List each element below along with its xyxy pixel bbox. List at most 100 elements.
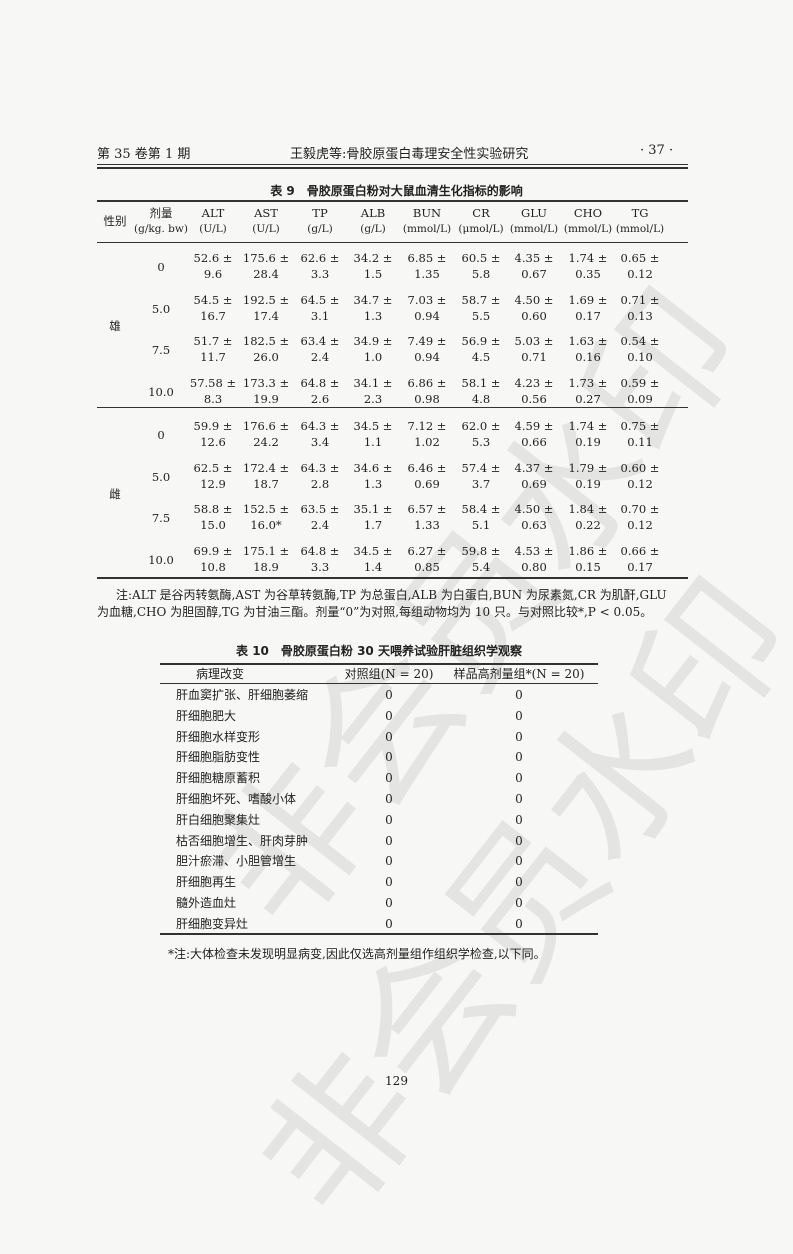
sd-value: 0.17 xyxy=(627,559,653,574)
table-rule xyxy=(97,200,688,202)
mean-value: 69.9 ± xyxy=(193,543,233,558)
high-dose-count: 0 xyxy=(515,854,523,869)
pathology-label: 肝细胞再生 xyxy=(176,875,237,890)
mean-value: 1.74 ± xyxy=(568,251,608,265)
sd-value: 0.11 xyxy=(627,435,653,449)
mean-value: 0.71 ± xyxy=(620,292,660,307)
sd-value: 15.0 xyxy=(200,518,226,532)
mean-value: 59.8 ± xyxy=(461,543,501,558)
mean-value: 52.6 ± xyxy=(193,251,233,265)
sd-value: 0.19 xyxy=(575,435,601,449)
column-unit: (μmol/L) xyxy=(458,223,504,235)
mean-value: 51.7 ± xyxy=(193,334,233,348)
mean-value: 172.4 ± xyxy=(242,460,290,475)
control-count: 0 xyxy=(385,916,393,931)
sd-value: 5.8 xyxy=(471,267,491,281)
mean-value: 7.03 ± xyxy=(407,292,447,307)
mean-value: 34.5 ± xyxy=(353,543,393,558)
high-dose-count: 0 xyxy=(515,875,523,890)
sd-value: 0.69 xyxy=(414,476,440,491)
sd-value: 3.7 xyxy=(471,476,491,491)
column-header: BUN xyxy=(412,206,442,220)
sd-value: 1.7 xyxy=(363,518,383,532)
column-header: ALT xyxy=(201,206,225,220)
mean-value: 1.86 ± xyxy=(568,543,608,558)
sd-value: 0.71 xyxy=(521,350,547,364)
table-rule xyxy=(97,577,688,579)
control-count: 0 xyxy=(385,792,393,806)
sd-value: 1.5 xyxy=(363,267,383,281)
control-count: 0 xyxy=(385,833,393,848)
dose-value: 10.0 xyxy=(148,552,174,567)
pathology-label: 肝细胞水样变形 xyxy=(176,729,261,744)
table-rule xyxy=(160,933,598,935)
table-rule xyxy=(160,663,598,665)
sd-value: 1.02 xyxy=(414,435,440,449)
dose-value: 10.0 xyxy=(148,384,174,399)
sd-value: 4.5 xyxy=(471,350,491,364)
sd-value: 0.10 xyxy=(627,350,653,364)
mean-value: 5.03 ± xyxy=(514,334,554,348)
page-label: · 37 · xyxy=(640,143,674,158)
sd-value: 0.85 xyxy=(414,559,440,574)
mean-value: 0.60 ± xyxy=(620,460,660,475)
table10-title: 表 10 骨胶原蛋白粉 30 天喂养试验肝脏组织学观察 xyxy=(236,644,522,658)
sd-value: 12.9 xyxy=(200,476,226,491)
running-title: 王毅虎等:骨胶原蛋白毒理安全性实验研究 xyxy=(290,147,529,162)
high-dose-count: 0 xyxy=(515,771,523,786)
column-header: 病理改变 xyxy=(195,667,244,681)
high-dose-count: 0 xyxy=(515,750,523,765)
sd-value: 1.4 xyxy=(363,559,383,574)
sd-value: 26.0 xyxy=(253,350,279,364)
sd-value: 9.6 xyxy=(203,267,223,281)
page-number: 129 xyxy=(385,1074,408,1088)
sd-value: 0.63 xyxy=(521,518,547,532)
mean-value: 1.69 ± xyxy=(568,292,608,307)
column-header: TP xyxy=(312,206,328,220)
sd-value: 2.4 xyxy=(310,518,330,532)
column-unit: (mmol/L) xyxy=(563,223,613,235)
control-count: 0 xyxy=(385,729,393,744)
sd-value: 11.7 xyxy=(200,350,226,364)
mean-value: 173.3 ± xyxy=(242,375,290,390)
mean-value: 58.8 ± xyxy=(193,502,233,516)
mean-value: 34.6 ± xyxy=(353,460,393,475)
mean-value: 58.4 ± xyxy=(461,502,501,516)
mean-value: 64.5 ± xyxy=(300,292,340,307)
column-unit: (mmol/L) xyxy=(615,223,665,235)
sd-value: 0.69 xyxy=(521,476,547,491)
sex-label: 雌 xyxy=(109,487,121,501)
sd-value: 5.3 xyxy=(471,435,491,449)
mean-value: 4.59 ± xyxy=(514,419,554,433)
sd-value: 2.4 xyxy=(310,350,330,364)
sd-value: 18.7 xyxy=(253,476,279,491)
mean-value: 64.8 ± xyxy=(300,543,340,558)
high-dose-count: 0 xyxy=(515,812,523,827)
high-dose-count: 0 xyxy=(515,708,523,723)
pathology-label: 肝细胞糖原蓄积 xyxy=(176,771,261,786)
pathology-label: 肝白细胞聚集灶 xyxy=(176,812,261,827)
mean-value: 175.6 ± xyxy=(242,251,290,265)
mean-value: 4.50 ± xyxy=(514,502,554,516)
control-count: 0 xyxy=(385,708,393,723)
sd-value: 0.12 xyxy=(627,518,653,532)
mean-value: 64.8 ± xyxy=(300,375,340,390)
sd-value: 17.4 xyxy=(253,308,279,323)
sd-value: 0.13 xyxy=(627,308,653,323)
mean-value: 4.53 ± xyxy=(514,543,554,558)
header-rule xyxy=(97,167,688,169)
control-count: 0 xyxy=(385,688,393,702)
high-dose-count: 0 xyxy=(515,833,523,848)
table-rule xyxy=(97,242,688,243)
control-count: 0 xyxy=(385,771,393,786)
control-count: 0 xyxy=(385,812,393,827)
sd-value: 2.3 xyxy=(363,391,383,406)
sd-value: 28.4 xyxy=(253,267,279,281)
sd-value: 0.12 xyxy=(627,476,653,491)
mean-value: 4.35 ± xyxy=(514,251,554,265)
mean-value: 34.5 ± xyxy=(353,419,393,433)
sd-value: 0.16 xyxy=(575,350,601,364)
sd-value: 10.8 xyxy=(200,559,226,574)
table9-note: 注:ALT 是谷丙转氨酶,AST 为谷草转氨酶,TP 为总蛋白,ALB 为白蛋白… xyxy=(116,588,667,602)
sd-value: 0.94 xyxy=(414,350,440,364)
